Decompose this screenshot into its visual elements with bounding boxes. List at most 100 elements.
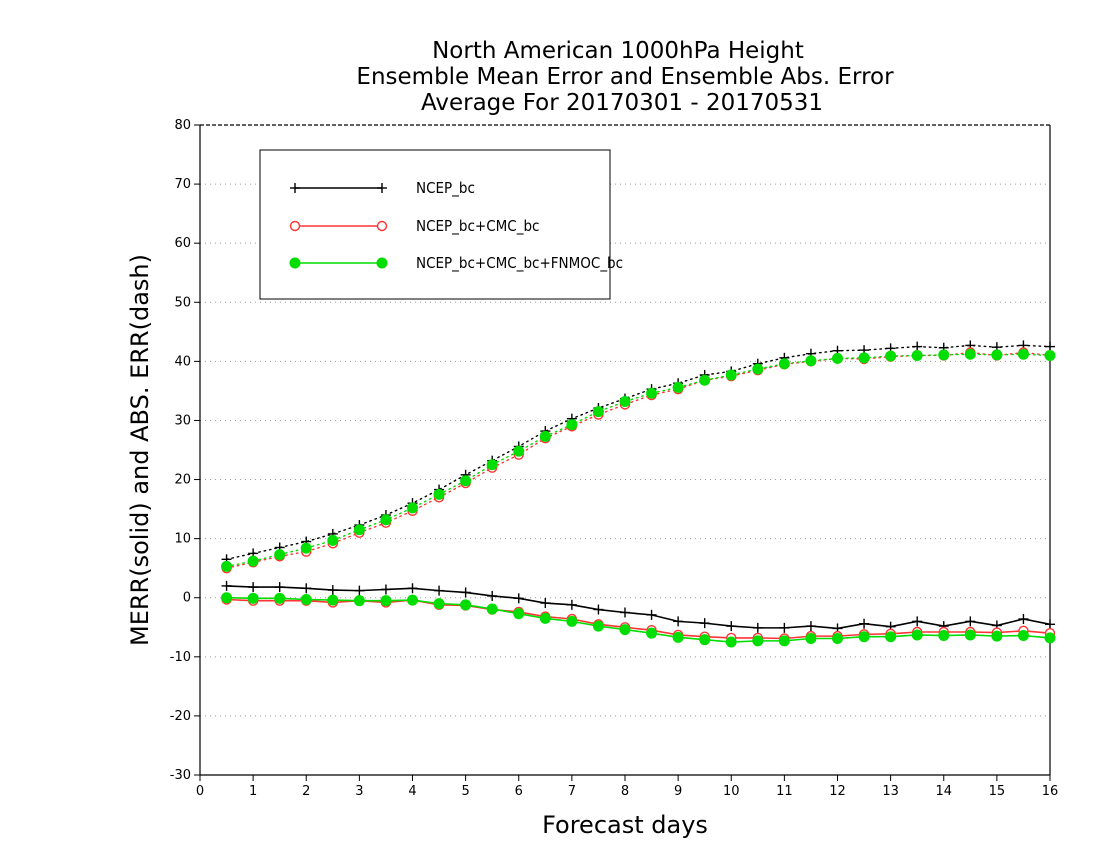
- mean-error-line: [226, 585, 1051, 630]
- y-tick-label: 70: [174, 177, 191, 192]
- x-axis-label: Forecast days: [542, 811, 708, 839]
- abs-error-point: [938, 349, 950, 361]
- mean-error-point: [327, 594, 339, 606]
- mean-error-point: [327, 585, 338, 596]
- abs-error-point: [619, 396, 631, 408]
- mean-error-point: [221, 580, 232, 591]
- gridlines: [200, 183, 1050, 717]
- mean-error-point: [247, 592, 259, 604]
- mean-error-point: [566, 599, 577, 610]
- abs-error-line: [225, 344, 1051, 561]
- chart-title-line-2: Ensemble Mean Error and Ensemble Abs. Er…: [356, 64, 894, 90]
- x-tick-label: 16: [1042, 784, 1059, 799]
- y-tick-label: 80: [174, 118, 191, 133]
- mean-error-point: [779, 622, 790, 633]
- mean-error-point: [540, 598, 551, 609]
- mean-error-line: [226, 598, 1051, 640]
- abs-error-line: [225, 353, 1051, 568]
- mean-error-point: [460, 599, 472, 611]
- legend-marker: [289, 257, 301, 269]
- series: [221, 340, 1056, 648]
- abs-error-point: [247, 555, 259, 567]
- abs-error-point: [805, 355, 817, 367]
- y-tick-label: 10: [174, 532, 191, 547]
- y-axis-label: MERR(solid) and ABS. ERR(dash): [126, 254, 154, 646]
- mean-error-point: [673, 616, 684, 627]
- chart-title-line-1: North American 1000hPa Height: [432, 38, 804, 64]
- abs-error-point: [911, 349, 923, 361]
- mean-error-point: [566, 615, 578, 627]
- mean-error-point: [699, 618, 710, 629]
- x-tick-label: 7: [568, 784, 576, 799]
- mean-error-point: [407, 583, 418, 594]
- mean-error-point: [380, 584, 391, 595]
- x-tick-label: 14: [935, 784, 952, 799]
- x-tick-label: 11: [776, 784, 793, 799]
- mean-error-point: [434, 585, 445, 596]
- mean-error-point: [487, 590, 498, 601]
- abs-error-point: [353, 524, 365, 536]
- abs-error-line: [225, 351, 1051, 569]
- mean-error-point: [699, 634, 711, 646]
- x-tick-label: 0: [196, 784, 204, 799]
- abs-error-point: [885, 350, 897, 362]
- abs-error-point: [752, 363, 764, 375]
- legend-marker: [376, 220, 388, 232]
- mean-error-point: [672, 631, 684, 643]
- abs-error-point: [912, 341, 923, 352]
- legend: NCEP_bc NCEP_bc+CMC_bc NCEP_bc+CMC_bc+FNMO…: [259, 149, 623, 300]
- mean-error-point: [221, 592, 233, 604]
- mean-error-point: [991, 630, 1003, 642]
- mean-error-point: [725, 636, 737, 648]
- legend-marker: [376, 257, 388, 269]
- abs-error-point: [513, 445, 525, 457]
- mean-error-point: [964, 629, 976, 641]
- y-tick-label: 20: [174, 473, 191, 488]
- y-tick-label: -10: [170, 650, 191, 665]
- abs-error-point: [832, 352, 843, 364]
- x-tick-label: 15: [989, 784, 1006, 799]
- mean-error-point: [353, 595, 365, 607]
- abs-error-point: [858, 352, 870, 364]
- y-tick-label: -20: [170, 709, 191, 724]
- abs-error-point: [460, 475, 472, 487]
- abs-error-point: [433, 488, 445, 500]
- mean-error-point: [646, 609, 657, 620]
- mean-error-point: [859, 618, 870, 629]
- x-tick-label: 10: [723, 784, 740, 799]
- mean-error-point: [354, 585, 365, 596]
- abs-error-point: [327, 534, 339, 546]
- abs-error-point: [274, 549, 286, 561]
- abs-error-point: [380, 514, 392, 526]
- x-tick-label: 9: [674, 784, 682, 799]
- mean-error-point: [380, 595, 392, 607]
- mean-error-point: [965, 616, 976, 627]
- y-tick-label: 0: [183, 591, 191, 606]
- mean-error-point: [858, 631, 870, 643]
- mean-error-point: [513, 608, 525, 620]
- mean-error-point: [539, 612, 551, 624]
- legend-entry: NCEP_bc+CMC_bc: [289, 217, 539, 236]
- chart-title: North American 1000hPa Height Ensemble M…: [356, 38, 894, 116]
- x-tick-label: 1: [249, 784, 257, 799]
- mean-error-point: [1017, 630, 1029, 642]
- legend-marker: [289, 220, 301, 232]
- mean-error-point: [301, 583, 312, 594]
- mean-error-point: [486, 603, 498, 615]
- legend-label: NCEP_bc+CMC_bc: [416, 217, 539, 236]
- x-tick-label: 3: [355, 784, 363, 799]
- series-2: [221, 347, 1056, 644]
- mean-error-point: [300, 594, 312, 605]
- legend-marker: [377, 183, 387, 193]
- abs-error-point: [300, 542, 312, 554]
- x-tick-label: 5: [461, 784, 469, 799]
- mean-error-point: [460, 587, 471, 598]
- abs-error-point: [221, 560, 233, 572]
- abs-error-point: [592, 406, 604, 418]
- mean-error-point: [805, 633, 817, 644]
- legend-entry: NCEP_bc+CMC_bc+FNMOC_bc: [289, 254, 623, 273]
- abs-error-point: [646, 387, 658, 399]
- mean-error-point: [248, 582, 259, 593]
- abs-error-point: [699, 374, 711, 386]
- mean-error-point: [274, 582, 285, 593]
